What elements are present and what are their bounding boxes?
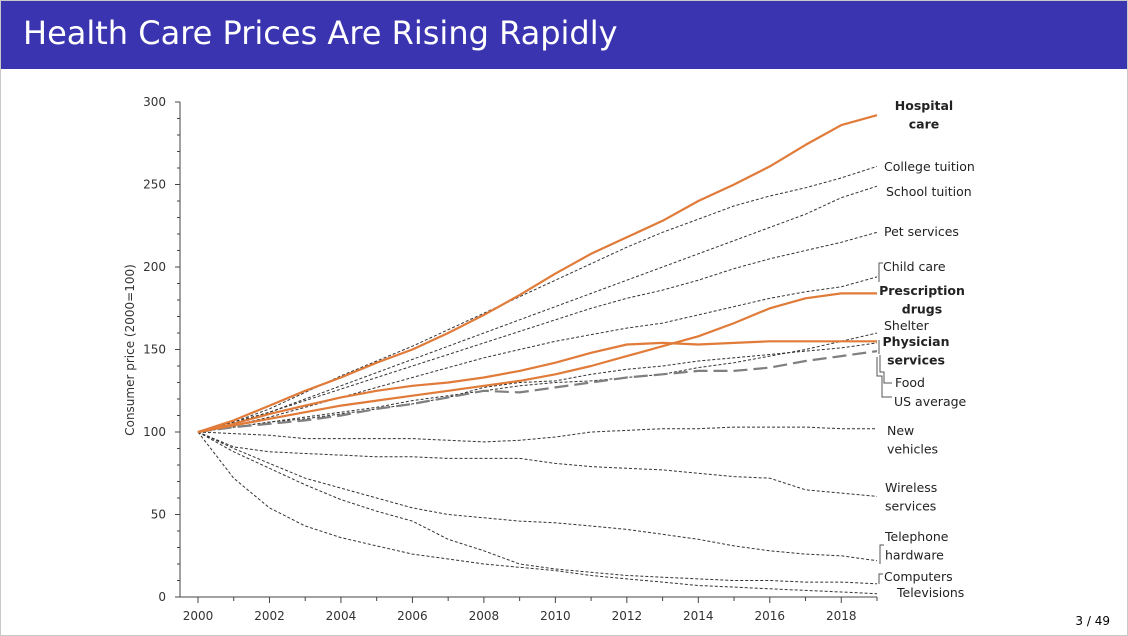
series-label-food: Food	[895, 375, 925, 390]
series-line-new-vehicles	[197, 426, 877, 443]
series-label-college-tuition: College tuition	[884, 159, 975, 174]
series-label-line: Shelter	[884, 318, 930, 333]
series-label-hospital-care: Hospital care	[895, 98, 953, 132]
series-label-telephone-hardware: Telephone hardware	[884, 529, 949, 563]
y-tick-label: 100	[143, 425, 166, 439]
slide-title: Health Care Prices Are Rising Rapidly	[23, 14, 618, 52]
chart-axes: 0 50 100 150 200 250 300 2000 2002 2004 2006 2008 20…	[143, 95, 878, 623]
series-label-line: Physician	[883, 334, 950, 349]
series-label-line: services	[887, 353, 945, 368]
series-label-line: services	[885, 499, 936, 514]
series-line-televisions	[197, 431, 878, 595]
series-label-line: vehicles	[887, 442, 938, 457]
y-tick-label: 300	[143, 95, 166, 109]
series-label-line: School tuition	[886, 184, 972, 199]
series-label-line: Televisions	[896, 585, 964, 600]
series-line-child-care	[197, 276, 878, 433]
series-label-line: Child care	[883, 259, 946, 274]
series-line-us-average	[197, 350, 878, 434]
label-leader-line	[876, 357, 892, 398]
series-label-line: hardware	[885, 548, 944, 563]
series-label-new-vehicles: New vehicles	[887, 423, 938, 457]
label-leader-line	[878, 262, 883, 282]
series-label-line: Telephone	[884, 529, 949, 544]
series-label-line: New	[887, 423, 914, 438]
label-leader-line	[879, 355, 892, 384]
series-line-hospital-care	[197, 114, 878, 434]
label-leader-line	[878, 573, 883, 584]
series-label-televisions: Televisions	[896, 585, 964, 600]
series-line-physician-services	[197, 340, 877, 434]
series-label-physician-services: Physician services	[883, 334, 950, 368]
series-line-telephone-hardware	[197, 431, 878, 562]
page-number: 3 / 49	[1075, 614, 1110, 628]
x-tick-label: 2000	[183, 609, 214, 623]
series-label-line: Hospital	[895, 98, 953, 113]
series-label-line: College tuition	[884, 159, 975, 174]
series-label-child-care: Child care	[883, 259, 946, 274]
y-tick-label: 150	[143, 343, 166, 357]
series-label-prescription-drugs: Prescription drugs	[879, 283, 965, 317]
series-label-line: Pet services	[884, 224, 959, 239]
y-tick-label: 0	[158, 590, 166, 604]
y-tick-label: 50	[151, 508, 166, 522]
x-tick-label: 2008	[469, 609, 500, 623]
x-tick-label: 2002	[254, 609, 285, 623]
series-line-computers	[197, 431, 878, 585]
series-label-shelter: Shelter	[884, 318, 930, 333]
y-tick-label: 200	[143, 260, 166, 274]
series-line-wireless-services	[197, 431, 878, 497]
x-tick-label: 2006	[397, 609, 428, 623]
x-tick-label: 2004	[326, 609, 357, 623]
x-tick-label: 2014	[683, 609, 714, 623]
series-label-line: Food	[895, 375, 925, 390]
series-line-pet-services	[197, 231, 878, 433]
series-label-line: Computers	[884, 569, 953, 584]
x-tick-label: 2016	[755, 609, 786, 623]
y-axis-label: Consumer price (2000=100)	[123, 264, 137, 436]
x-tick-label: 2010	[540, 609, 571, 623]
series-label-computers: Computers	[884, 569, 953, 584]
series-line-prescription-drugs	[197, 292, 877, 434]
series-line-school-tuition	[197, 185, 878, 433]
series-label-line: care	[909, 117, 940, 132]
label-leader-line	[879, 544, 884, 564]
series-label-line: US average	[894, 394, 967, 409]
series-label-line: drugs	[902, 302, 942, 317]
series-label-line: Prescription	[879, 283, 965, 298]
series-labels: Hospital care College tuition School tuitio…	[876, 98, 975, 600]
series-line-shelter	[197, 332, 878, 433]
x-tick-label: 2018	[826, 609, 857, 623]
series-label-pet-services: Pet services	[884, 224, 959, 239]
series-label-line: Wireless	[885, 480, 937, 495]
y-tick-label: 250	[143, 178, 166, 192]
title-bar: Health Care Prices Are Rising Rapidly	[1, 1, 1127, 69]
x-tick-label: 2012	[612, 609, 643, 623]
chart-lines	[197, 114, 878, 595]
series-line-food	[197, 342, 878, 433]
series-label-school-tuition: School tuition	[886, 184, 972, 199]
series-label-us-average: US average	[894, 394, 967, 409]
series-label-wireless-services: Wireless services	[885, 480, 937, 514]
